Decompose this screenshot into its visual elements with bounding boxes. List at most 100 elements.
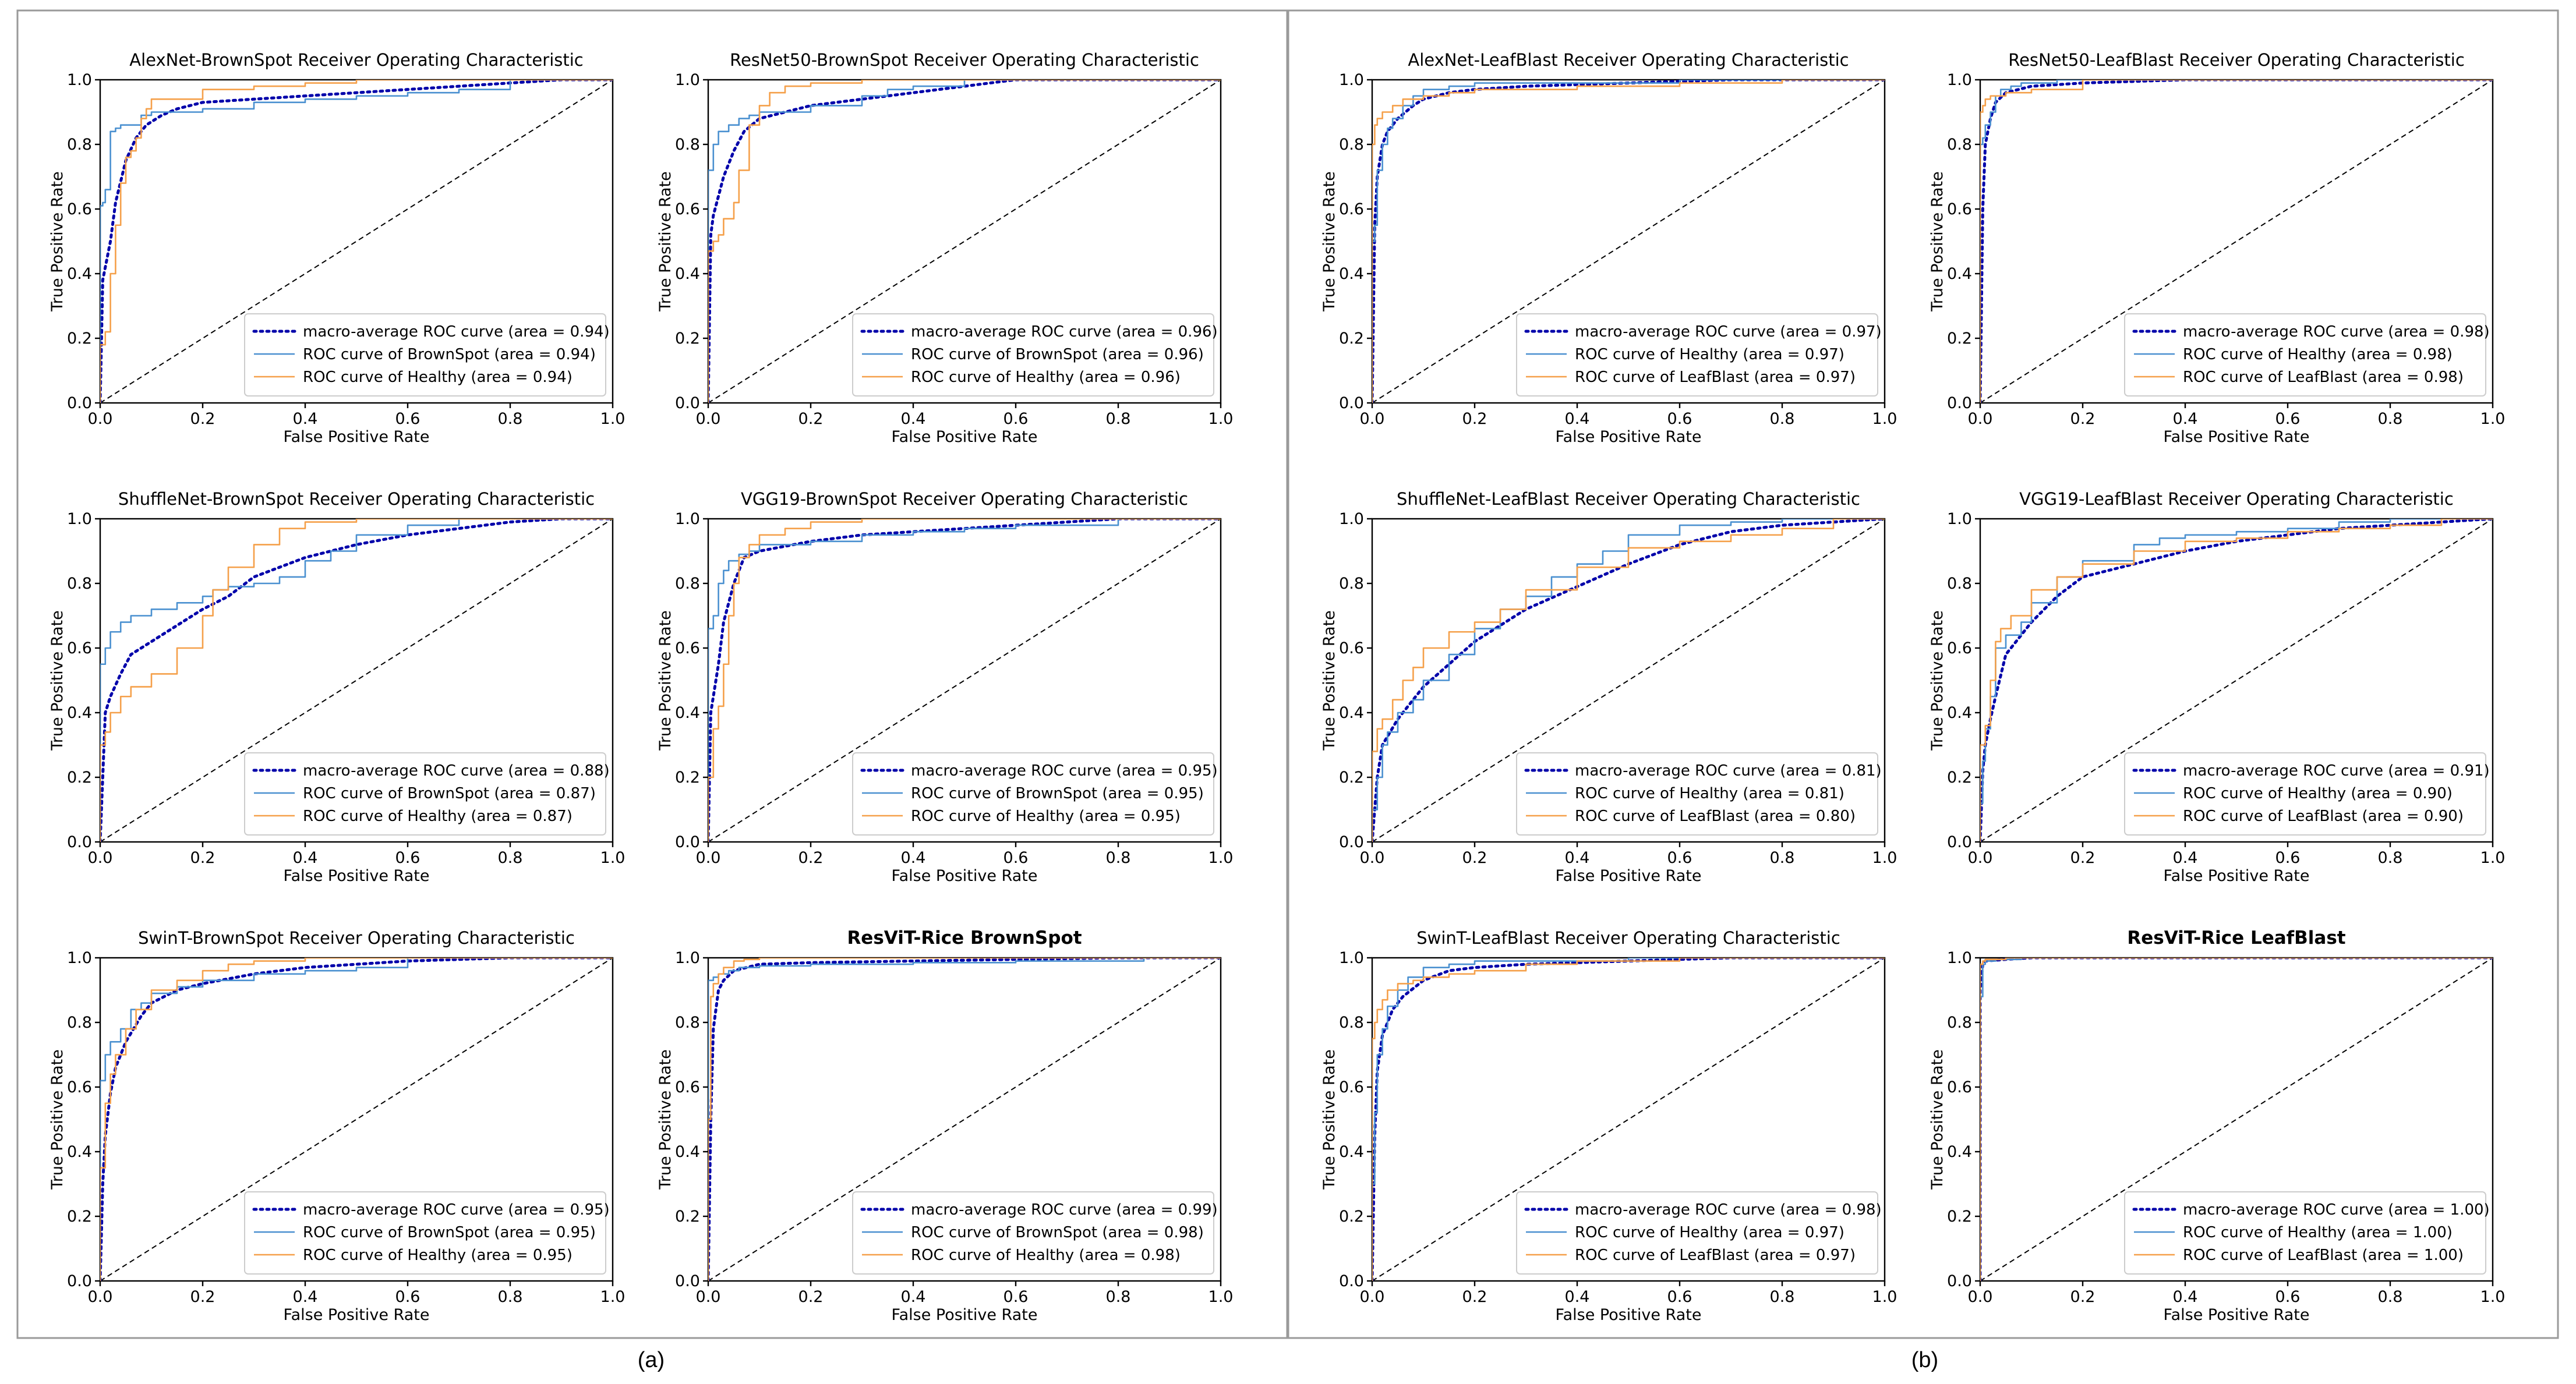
chart-alexnet-leafblast-receiver-operating-characteristic: AlexNet-LeafBlast Receiver Operating Cha…: [1320, 50, 1897, 446]
chart-resnet50-leafblast-receiver-operating-characteristic-legend: macro-average ROC curve (area = 0.98) ROC…: [2124, 313, 2490, 397]
chart-shufflenet-brownspot-receiver-operating-characteristic-ytick-label: 0.8: [67, 575, 92, 593]
chart-vgg19-brownspot-receiver-operating-characteristic-xtick-label: 0.0: [696, 849, 721, 867]
chart-resvit-rice-leafblast-ylabel: True Positive Rate: [1928, 1049, 1946, 1190]
chart-vgg19-brownspot-receiver-operating-characteristic-series-roc-curve-of-healthy-area-0-95: [708, 519, 1221, 842]
chart-alexnet-brownspot-receiver-operating-characteristic: AlexNet-BrownSpot Receiver Operating Cha…: [48, 50, 625, 446]
chart-shufflenet-brownspot-receiver-operating-characteristic-legend-label: ROC curve of Healthy (area = 0.87): [303, 808, 573, 825]
chart-resvit-rice-leafblast-legend-label: ROC curve of LeafBlast (area = 1.00): [2183, 1247, 2464, 1264]
chart-alexnet-brownspot-receiver-operating-characteristic-ytick-label: 0.2: [67, 330, 92, 348]
chart-resvit-rice-leafblast-xlabel: False Positive Rate: [2164, 1306, 2310, 1324]
chart-alexnet-brownspot-receiver-operating-characteristic-xtick-label: 1.0: [600, 410, 626, 428]
chart-alexnet-leafblast-receiver-operating-characteristic-series-roc-curve-of-healthy-area-0-97: [1372, 80, 1885, 403]
chart-vgg19-brownspot-receiver-operating-characteristic-ylabel: True Positive Rate: [656, 610, 674, 751]
chart-swint-brownspot-receiver-operating-characteristic-ytick-label: 0.4: [67, 1143, 92, 1161]
chart-resvit-rice-brownspot-series-roc-curve-of-healthy-area-0-98: [708, 958, 1221, 1281]
chart-shufflenet-brownspot-receiver-operating-characteristic-series-chance-diagonal: [100, 519, 613, 842]
chart-resnet50-leafblast-receiver-operating-characteristic-title: ResNet50-LeafBlast Receiver Operating Ch…: [2008, 50, 2465, 70]
chart-vgg19-leafblast-receiver-operating-characteristic-ytick-label: 0.2: [1947, 769, 1972, 787]
chart-resnet50-brownspot-receiver-operating-characteristic-ytick-label: 0.6: [675, 200, 700, 218]
chart-resnet50-brownspot-receiver-operating-characteristic-legend-label: ROC curve of Healthy (area = 0.96): [911, 369, 1181, 386]
chart-resvit-rice-brownspot-xtick-label: 0.2: [798, 1288, 824, 1306]
chart-vgg19-brownspot-receiver-operating-characteristic-legend-label: ROC curve of BrownSpot (area = 0.95): [911, 785, 1204, 802]
chart-resvit-rice-leafblast-series-chance-diagonal: [1980, 958, 2493, 1281]
chart-resnet50-brownspot-receiver-operating-characteristic-ytick-label: 0.0: [675, 394, 700, 412]
chart-shufflenet-brownspot-receiver-operating-characteristic-legend: macro-average ROC curve (area = 0.88) ROC…: [244, 752, 610, 836]
chart-shufflenet-leafblast-receiver-operating-characteristic-ytick-label: 0.8: [1339, 575, 1364, 593]
chart-resvit-rice-brownspot-ytick-label: 1.0: [675, 949, 700, 967]
chart-alexnet-brownspot-receiver-operating-characteristic-xlabel: False Positive Rate: [284, 428, 430, 446]
chart-shufflenet-leafblast-receiver-operating-characteristic-xtick-label: 0.2: [1462, 849, 1487, 867]
chart-alexnet-leafblast-receiver-operating-characteristic-legend-label: ROC curve of LeafBlast (area = 0.97): [1575, 369, 1856, 386]
chart-swint-brownspot-receiver-operating-characteristic-legend-box: [244, 1191, 606, 1275]
chart-swint-leafblast-receiver-operating-characteristic-xtick-label: 1.0: [1872, 1288, 1897, 1306]
chart-alexnet-leafblast-receiver-operating-characteristic-ytick-label: 1.0: [1339, 71, 1364, 89]
chart-swint-brownspot-receiver-operating-characteristic-ytick-label: 0.6: [67, 1078, 92, 1096]
chart-shufflenet-leafblast-receiver-operating-characteristic-plot-area: [1372, 519, 1885, 842]
chart-alexnet-leafblast-receiver-operating-characteristic-legend-label: macro-average ROC curve (area = 0.97): [1575, 323, 1882, 341]
chart-resnet50-brownspot-receiver-operating-characteristic-xtick-label: 1.0: [1209, 410, 1234, 428]
chart-resnet50-leafblast-receiver-operating-characteristic-legend-label: macro-average ROC curve (area = 0.98): [2183, 323, 2490, 341]
chart-resvit-rice-brownspot-ytick-label: 0.6: [675, 1078, 700, 1096]
chart-alexnet-brownspot-receiver-operating-characteristic-xtick-label: 0.0: [88, 410, 113, 428]
chart-swint-brownspot-receiver-operating-characteristic-series-roc-curve-of-healthy-area-0-95: [100, 958, 613, 1281]
chart-resvit-rice-brownspot-xtick-label: 0.6: [1003, 1288, 1029, 1306]
chart-resnet50-brownspot-receiver-operating-characteristic-xlabel: False Positive Rate: [892, 428, 1038, 446]
chart-resvit-rice-brownspot-ytick-label: 0.8: [675, 1014, 700, 1032]
chart-swint-leafblast-receiver-operating-characteristic-ytick-label: 0.6: [1339, 1078, 1364, 1096]
chart-shufflenet-brownspot-receiver-operating-characteristic-ytick-label: 1.0: [67, 510, 92, 528]
chart-alexnet-brownspot-receiver-operating-characteristic-ytick-label: 0.0: [67, 394, 92, 412]
chart-vgg19-leafblast-receiver-operating-characteristic-xtick-label: 0.4: [2173, 849, 2198, 867]
chart-resvit-rice-brownspot-xtick-label: 0.4: [901, 1288, 926, 1306]
chart-alexnet-brownspot-receiver-operating-characteristic-series-chance-diagonal: [100, 80, 613, 403]
chart-shufflenet-leafblast-receiver-operating-characteristic-series-chance-diagonal: [1372, 519, 1885, 842]
chart-swint-leafblast-receiver-operating-characteristic-ytick-label: 1.0: [1339, 949, 1364, 967]
chart-alexnet-leafblast-receiver-operating-characteristic-xtick-label: 1.0: [1872, 410, 1897, 428]
chart-resvit-rice-leafblast: ResViT-Rice LeafBlast 0.0 0.2 0.4 0.6 0.8 1.0 0…: [1928, 928, 2505, 1324]
chart-alexnet-leafblast-receiver-operating-characteristic-ytick-label: 0.4: [1339, 265, 1364, 283]
chart-resvit-rice-leafblast-legend-label: ROC curve of Healthy (area = 1.00): [2183, 1224, 2453, 1241]
chart-vgg19-leafblast-receiver-operating-characteristic-title: VGG19-LeafBlast Receiver Operating Chara…: [2019, 489, 2454, 509]
chart-vgg19-brownspot-receiver-operating-characteristic: VGG19-BrownSpot Receiver Operating Chara…: [656, 489, 1233, 885]
chart-resvit-rice-leafblast-xtick-label: 0.2: [2070, 1288, 2096, 1306]
chart-resnet50-leafblast-receiver-operating-characteristic: ResNet50-LeafBlast Receiver Operating Ch…: [1928, 50, 2505, 446]
chart-swint-leafblast-receiver-operating-characteristic-plot-area: [1372, 958, 1885, 1281]
chart-shufflenet-leafblast-receiver-operating-characteristic-title: ShuffleNet-LeafBlast Receiver Operating …: [1397, 489, 1860, 509]
chart-resvit-rice-leafblast-xtick-label: 0.8: [2378, 1288, 2403, 1306]
chart-resvit-rice-brownspot-xlabel: False Positive Rate: [892, 1306, 1038, 1324]
chart-swint-brownspot-receiver-operating-characteristic-xtick-label: 0.0: [88, 1288, 113, 1306]
chart-resvit-rice-leafblast-ytick-label: 0.2: [1947, 1208, 1972, 1226]
chart-resnet50-brownspot-receiver-operating-characteristic-ylabel: True Positive Rate: [656, 171, 674, 312]
chart-shufflenet-leafblast-receiver-operating-characteristic-legend-label: ROC curve of LeafBlast (area = 0.80): [1575, 808, 1856, 825]
chart-alexnet-brownspot-receiver-operating-characteristic-series-macro-average-roc-curve-area-0-94: [100, 80, 613, 403]
chart-resnet50-brownspot-receiver-operating-characteristic-xtick-label: 0.8: [1106, 410, 1131, 428]
chart-shufflenet-leafblast-receiver-operating-characteristic-series-roc-curve-of-healthy-area-0-81: [1372, 519, 1885, 842]
chart-alexnet-brownspot-receiver-operating-characteristic-xtick-label: 0.4: [293, 410, 318, 428]
chart-resvit-rice-leafblast-series-roc-curve-of-leafblast-area-1-00: [1980, 958, 2493, 1281]
chart-alexnet-brownspot-receiver-operating-characteristic-plot-area: [100, 80, 613, 403]
chart-vgg19-leafblast-receiver-operating-characteristic-plot-area: [1980, 519, 2493, 842]
chart-vgg19-brownspot-receiver-operating-characteristic-series-chance-diagonal: [708, 519, 1221, 842]
chart-swint-leafblast-receiver-operating-characteristic-legend: macro-average ROC curve (area = 0.98) ROC…: [1516, 1191, 1882, 1275]
chart-shufflenet-brownspot-receiver-operating-characteristic-legend-label: ROC curve of BrownSpot (area = 0.87): [303, 785, 596, 802]
chart-vgg19-leafblast-receiver-operating-characteristic-xtick-label: 1.0: [2480, 849, 2506, 867]
chart-alexnet-brownspot-receiver-operating-characteristic-ytick-label: 0.4: [67, 265, 92, 283]
chart-swint-brownspot-receiver-operating-characteristic-legend-label: macro-average ROC curve (area = 0.95): [303, 1201, 610, 1219]
chart-vgg19-leafblast-receiver-operating-characteristic-legend-label: ROC curve of LeafBlast (area = 0.90): [2183, 808, 2464, 825]
chart-vgg19-brownspot-receiver-operating-characteristic-xtick-label: 0.8: [1106, 849, 1131, 867]
chart-alexnet-brownspot-receiver-operating-characteristic-legend-label: macro-average ROC curve (area = 0.94): [303, 323, 610, 341]
chart-vgg19-leafblast-receiver-operating-characteristic-ytick-label: 0.4: [1947, 704, 1972, 722]
chart-vgg19-brownspot-receiver-operating-characteristic-ytick-label: 0.4: [675, 704, 700, 722]
chart-resnet50-brownspot-receiver-operating-characteristic-series-macro-average-roc-curve-area-0-96: [708, 80, 1221, 403]
chart-resnet50-leafblast-receiver-operating-characteristic-xtick-label: 0.6: [2275, 410, 2301, 428]
chart-shufflenet-leafblast-receiver-operating-characteristic-xtick-label: 0.0: [1360, 849, 1385, 867]
chart-alexnet-brownspot-receiver-operating-characteristic-xtick-label: 0.2: [190, 410, 215, 428]
chart-shufflenet-brownspot-receiver-operating-characteristic-xtick-label: 0.6: [395, 849, 421, 867]
chart-alexnet-brownspot-receiver-operating-characteristic-legend-box: [244, 313, 606, 397]
chart-resvit-rice-brownspot-series-roc-curve-of-brownspot-area-0-98: [708, 958, 1221, 1281]
chart-alexnet-brownspot-receiver-operating-characteristic-series-roc-curve-of-healthy-area-0-94: [100, 80, 613, 403]
chart-swint-leafblast-receiver-operating-characteristic-xtick-label: 0.4: [1565, 1288, 1590, 1306]
chart-resnet50-brownspot-receiver-operating-characteristic-ytick-label: 0.8: [675, 136, 700, 154]
chart-vgg19-leafblast-receiver-operating-characteristic-legend: macro-average ROC curve (area = 0.91) ROC…: [2124, 752, 2490, 836]
chart-shufflenet-leafblast-receiver-operating-characteristic-xtick-label: 0.4: [1565, 849, 1590, 867]
chart-alexnet-leafblast-receiver-operating-characteristic-xlabel: False Positive Rate: [1556, 428, 1702, 446]
